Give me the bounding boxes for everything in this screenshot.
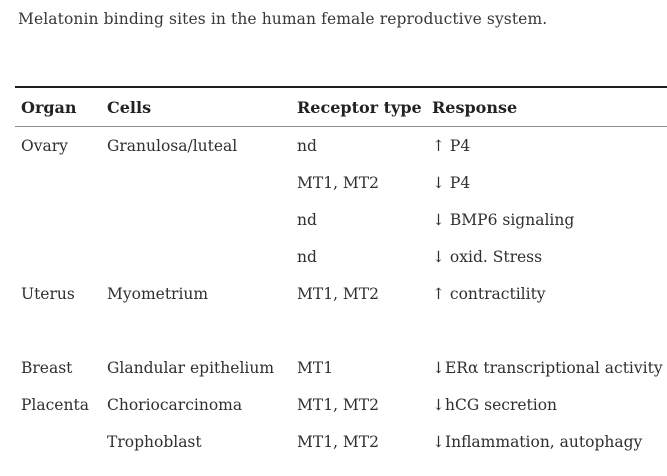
cell-receptor-type: MT1, MT2 <box>297 173 379 192</box>
table-row: nd ↓ BMP6 signaling <box>15 201 667 238</box>
column-header-organ: Organ <box>21 97 77 117</box>
table-caption: Melatonin binding sites in the human fem… <box>18 10 548 28</box>
cell-cells: Glandular epithelium <box>107 358 275 377</box>
table-body: Ovary Granulosa/luteal nd ↑ P4 MT1, MT2 ↓ P4 n… <box>15 127 667 460</box>
table-row: Uterus Myometrium MT1, MT2 ↑ contractility <box>15 275 667 312</box>
data-table: Organ Cells Receptor type Response Ovary… <box>15 86 667 460</box>
cell-receptor-type: MT1, MT2 <box>297 432 379 451</box>
table-row: nd ↓ oxid. Stress <box>15 238 667 275</box>
table-row <box>15 312 667 349</box>
cell-cells: Choriocarcinoma <box>107 395 243 414</box>
cell-organ: Breast <box>21 358 73 377</box>
column-header-cells: Cells <box>107 97 152 117</box>
cell-cells: Myometrium <box>107 284 209 303</box>
cell-receptor-type: MT1, MT2 <box>297 284 379 303</box>
column-header-response: Response <box>432 97 518 117</box>
cell-response: ↓ERα transcriptional activity <box>432 358 663 377</box>
cell-organ: Uterus <box>21 284 75 303</box>
table-row: Placenta Choriocarcinoma MT1, MT2 ↓hCG secr… <box>15 386 667 423</box>
cell-cells: Granulosa/luteal <box>107 136 238 155</box>
table-row: Ovary Granulosa/luteal nd ↑ P4 <box>15 127 667 164</box>
cell-response: ↓ oxid. Stress <box>432 247 543 266</box>
table-row: MT1, MT2 ↓ P4 <box>15 164 667 201</box>
table-row: Breast Glandular epithelium MT1 ↓ERα transc… <box>15 349 667 386</box>
cell-response: ↑ contractility <box>432 284 546 303</box>
cell-cells: Trophoblast <box>107 432 202 451</box>
table-header-row: Organ Cells Receptor type Response <box>15 88 667 127</box>
table-row: Trophoblast MT1, MT2 ↓Inflammation, autoph… <box>15 423 667 460</box>
cell-receptor-type: MT1 <box>297 358 334 377</box>
cell-response: ↑ P4 <box>432 136 471 155</box>
cell-receptor-type: nd <box>297 247 317 266</box>
cell-response: ↓ P4 <box>432 173 471 192</box>
cell-receptor-type: nd <box>297 210 317 229</box>
cell-organ: Ovary <box>21 136 68 155</box>
column-header-receptor-type: Receptor type <box>297 97 422 117</box>
cell-response: ↓ BMP6 signaling <box>432 210 575 229</box>
cell-receptor-type: MT1, MT2 <box>297 395 379 414</box>
cell-response: ↓Inflammation, autophagy <box>432 432 643 451</box>
cell-receptor-type: nd <box>297 136 317 155</box>
cell-organ: Placenta <box>21 395 89 414</box>
cell-response: ↓hCG secretion <box>432 395 558 414</box>
